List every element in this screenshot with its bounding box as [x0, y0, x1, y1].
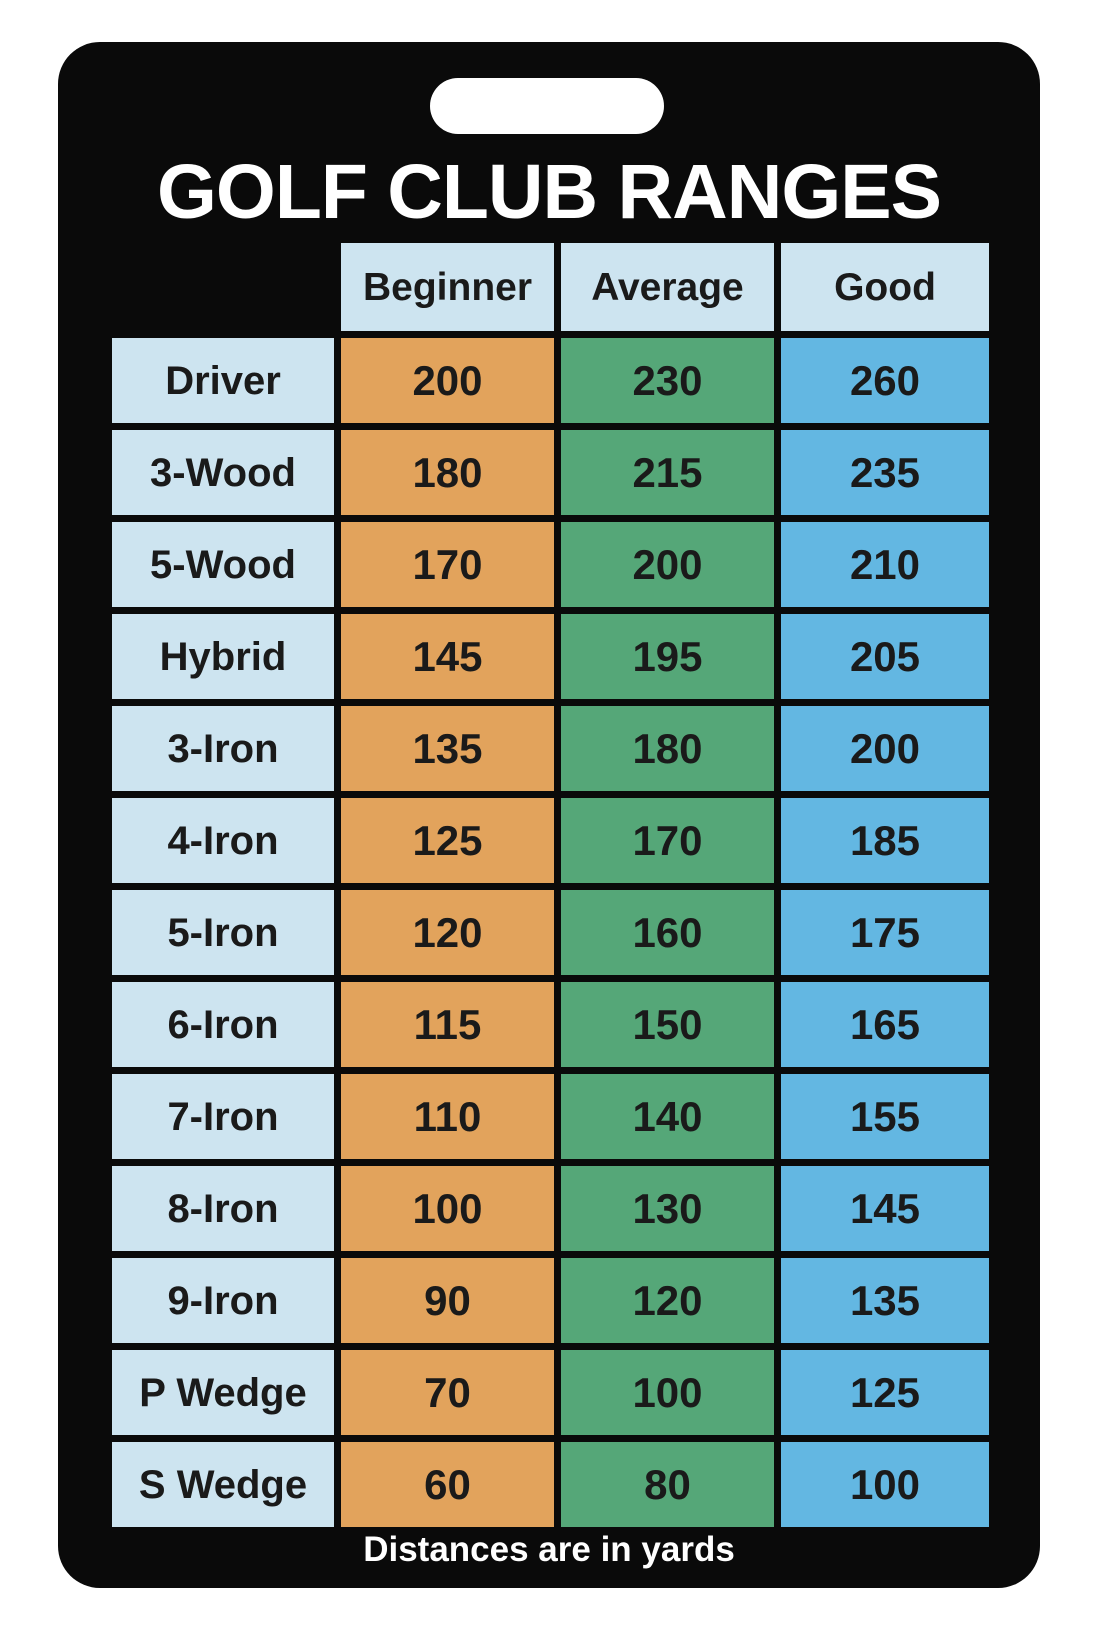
- header-good: Good: [781, 243, 989, 331]
- good-value: 200: [781, 706, 989, 791]
- good-value: 125: [781, 1350, 989, 1435]
- beginner-value: 170: [341, 522, 554, 607]
- average-value: 180: [561, 706, 774, 791]
- ranges-table: Beginner Average Good Driver 200 230 260…: [112, 243, 989, 1527]
- good-value: 155: [781, 1074, 989, 1159]
- average-value: 215: [561, 430, 774, 515]
- card-title: GOLF CLUB RANGES: [157, 149, 942, 235]
- beginner-value: 70: [341, 1350, 554, 1435]
- beginner-value: 60: [341, 1442, 554, 1527]
- club-label-5-wood: 5-Wood: [112, 522, 334, 607]
- average-value: 160: [561, 890, 774, 975]
- club-label-4-iron: 4-Iron: [112, 798, 334, 883]
- beginner-value: 135: [341, 706, 554, 791]
- good-value: 205: [781, 614, 989, 699]
- header-beginner: Beginner: [341, 243, 554, 331]
- good-value: 145: [781, 1166, 989, 1251]
- hang-slot-cutout: [430, 78, 664, 134]
- beginner-value: 125: [341, 798, 554, 883]
- average-value: 140: [561, 1074, 774, 1159]
- club-label-7-iron: 7-Iron: [112, 1074, 334, 1159]
- good-value: 175: [781, 890, 989, 975]
- beginner-value: 145: [341, 614, 554, 699]
- average-value: 195: [561, 614, 774, 699]
- beginner-value: 120: [341, 890, 554, 975]
- average-value: 150: [561, 982, 774, 1067]
- good-value: 165: [781, 982, 989, 1067]
- club-label-8-iron: 8-Iron: [112, 1166, 334, 1251]
- footer-note: Distances are in yards: [363, 1530, 735, 1569]
- header-empty-cell: [112, 243, 334, 331]
- club-label-9-iron: 9-Iron: [112, 1258, 334, 1343]
- good-value: 235: [781, 430, 989, 515]
- club-label-driver: Driver: [112, 338, 334, 423]
- beginner-value: 180: [341, 430, 554, 515]
- average-value: 230: [561, 338, 774, 423]
- beginner-value: 100: [341, 1166, 554, 1251]
- average-value: 130: [561, 1166, 774, 1251]
- club-label-p-wedge: P Wedge: [112, 1350, 334, 1435]
- average-value: 100: [561, 1350, 774, 1435]
- club-label-s-wedge: S Wedge: [112, 1442, 334, 1527]
- good-value: 100: [781, 1442, 989, 1527]
- good-value: 210: [781, 522, 989, 607]
- beginner-value: 115: [341, 982, 554, 1067]
- club-label-3-wood: 3-Wood: [112, 430, 334, 515]
- average-value: 170: [561, 798, 774, 883]
- club-label-3-iron: 3-Iron: [112, 706, 334, 791]
- good-value: 185: [781, 798, 989, 883]
- club-label-5-iron: 5-Iron: [112, 890, 334, 975]
- club-label-hybrid: Hybrid: [112, 614, 334, 699]
- club-label-6-iron: 6-Iron: [112, 982, 334, 1067]
- good-value: 260: [781, 338, 989, 423]
- golf-tag-card: GOLF CLUB RANGES Beginner Average Good D…: [58, 42, 1040, 1588]
- good-value: 135: [781, 1258, 989, 1343]
- header-average: Average: [561, 243, 774, 331]
- beginner-value: 90: [341, 1258, 554, 1343]
- average-value: 200: [561, 522, 774, 607]
- average-value: 120: [561, 1258, 774, 1343]
- average-value: 80: [561, 1442, 774, 1527]
- beginner-value: 200: [341, 338, 554, 423]
- beginner-value: 110: [341, 1074, 554, 1159]
